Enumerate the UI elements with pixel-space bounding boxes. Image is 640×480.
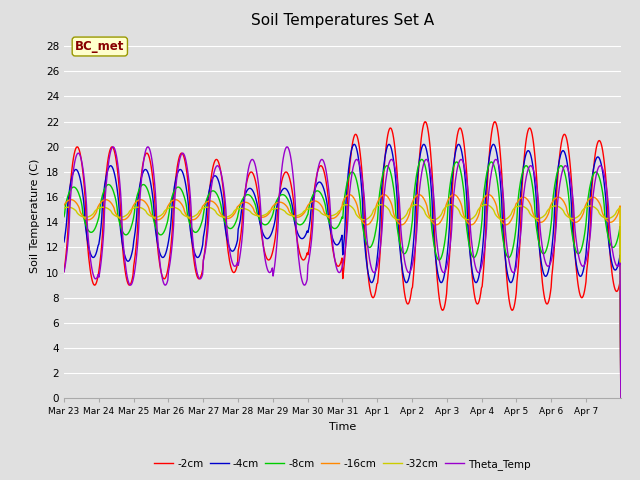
-32cm (276, 206, 284, 212)
Line: -4cm: -4cm (64, 144, 621, 398)
-16cm (432, 222, 440, 228)
-8cm (125, 228, 133, 234)
-8cm (276, 192, 284, 198)
-8cm (228, 225, 236, 231)
-16cm (617, 396, 625, 401)
-8cm (60, 214, 68, 220)
-8cm (255, 216, 263, 222)
-4cm (60, 239, 68, 245)
-8cm (418, 156, 426, 162)
-2cm (276, 185, 284, 191)
-16cm (255, 214, 263, 219)
Line: Theta_Temp: Theta_Temp (64, 147, 621, 398)
Theta_Temp (60, 269, 68, 275)
-32cm (617, 396, 625, 401)
-2cm (400, 285, 408, 290)
Theta_Temp (617, 396, 625, 401)
-32cm (125, 209, 133, 215)
Line: -16cm: -16cm (64, 194, 621, 398)
-2cm (432, 255, 440, 261)
Theta_Temp (125, 281, 133, 287)
-4cm (617, 396, 625, 401)
-16cm (60, 203, 68, 208)
-4cm (401, 277, 408, 283)
-2cm (125, 282, 133, 288)
-32cm (400, 215, 408, 220)
-32cm (482, 202, 490, 207)
-4cm (255, 217, 263, 223)
-2cm (60, 269, 68, 275)
Title: Soil Temperatures Set A: Soil Temperatures Set A (251, 13, 434, 28)
Legend: -2cm, -4cm, -8cm, -16cm, -32cm, Theta_Temp: -2cm, -4cm, -8cm, -16cm, -32cm, Theta_Te… (150, 455, 534, 474)
-8cm (432, 250, 440, 256)
-8cm (400, 251, 408, 256)
Theta_Temp (255, 189, 263, 194)
Theta_Temp (228, 258, 236, 264)
-32cm (255, 213, 263, 219)
Text: BC_met: BC_met (75, 40, 125, 53)
Theta_Temp (276, 180, 284, 186)
-4cm (276, 191, 284, 196)
Line: -32cm: -32cm (64, 204, 621, 398)
Line: -2cm: -2cm (64, 122, 621, 398)
-4cm (228, 248, 236, 254)
-2cm (228, 267, 236, 273)
Theta_Temp (283, 144, 291, 150)
-2cm (422, 119, 429, 125)
Line: -8cm: -8cm (64, 159, 621, 398)
-16cm (380, 192, 388, 197)
-2cm (617, 396, 625, 401)
-32cm (228, 212, 236, 217)
-16cm (276, 199, 284, 205)
-4cm (351, 142, 358, 147)
-4cm (432, 255, 440, 261)
-16cm (228, 214, 236, 220)
-8cm (617, 396, 625, 401)
-16cm (401, 220, 408, 226)
-4cm (125, 257, 133, 263)
Theta_Temp (432, 227, 440, 232)
Theta_Temp (401, 257, 408, 263)
X-axis label: Time: Time (329, 422, 356, 432)
-16cm (125, 213, 133, 218)
Y-axis label: Soil Temperature (C): Soil Temperature (C) (30, 159, 40, 273)
-2cm (255, 204, 263, 209)
-32cm (60, 205, 68, 211)
-32cm (431, 217, 439, 223)
